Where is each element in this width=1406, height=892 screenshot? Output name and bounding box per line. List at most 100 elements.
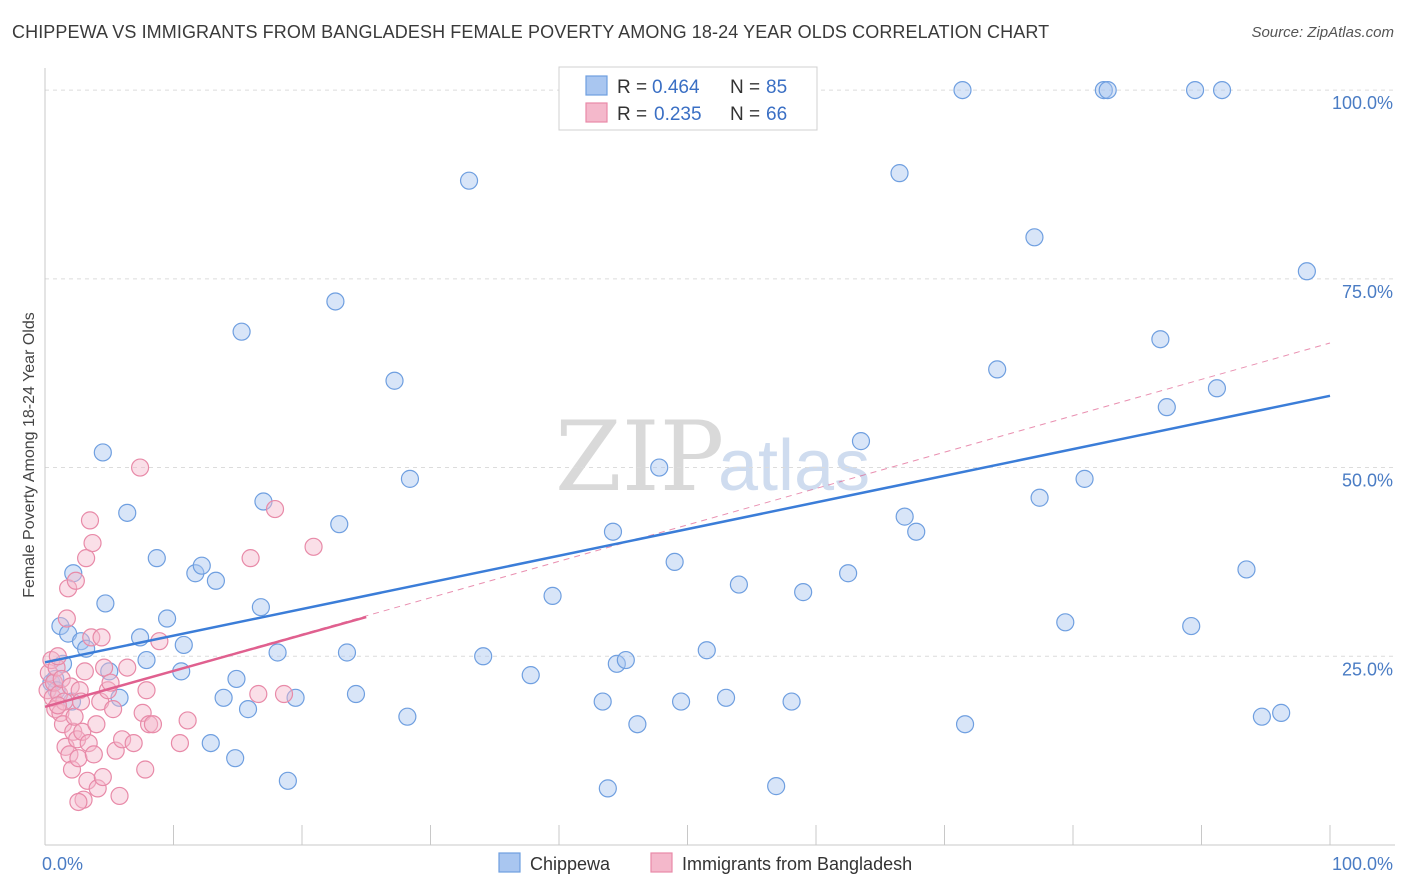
- chippewa-point: [474, 647, 493, 666]
- chippewa-point: [1207, 379, 1227, 398]
- chippewa-point: [616, 650, 635, 670]
- axes: [44, 68, 1395, 846]
- chippewa-point: [192, 556, 211, 575]
- bangladesh-point: [83, 533, 102, 553]
- legend-n-label-2: N =: [730, 104, 760, 125]
- legend-r-value-2: 0.235: [654, 104, 702, 125]
- legend-r-label-1: R =: [617, 77, 647, 98]
- chippewa-point: [650, 458, 669, 477]
- chippewa-point: [598, 779, 617, 798]
- chippewa-point: [1185, 80, 1205, 100]
- bangladesh-point: [48, 647, 67, 666]
- chippewa-point: [400, 469, 420, 488]
- chippewa-point: [385, 371, 404, 390]
- chippewa-point: [1025, 228, 1044, 247]
- y-tick-label: 50.0%: [1342, 471, 1393, 491]
- chippewa-point: [286, 688, 305, 707]
- chippewa-point: [459, 171, 479, 190]
- chippewa-point: [988, 360, 1007, 379]
- legend-swatch-bangladesh: [585, 102, 608, 123]
- chippewa-point: [1272, 703, 1291, 722]
- legend-swatch-chippewa: [585, 75, 608, 96]
- chippewa-point: [1151, 330, 1170, 349]
- bangladesh-point: [69, 749, 88, 768]
- x-tick-label-0: 0.0%: [42, 854, 83, 874]
- bangladesh-point: [304, 537, 323, 556]
- bangladesh-point: [73, 722, 92, 741]
- chippewa-point: [346, 684, 366, 704]
- chippewa-point: [729, 575, 749, 594]
- bangladesh-point: [87, 715, 106, 734]
- chippewa-point: [890, 164, 909, 183]
- chippewa-point: [851, 432, 871, 451]
- bangladesh-point: [139, 715, 159, 734]
- chippewa-point: [1212, 80, 1232, 100]
- bangladesh-point: [75, 662, 94, 681]
- bangladesh-point: [118, 658, 137, 677]
- bangladesh-point: [265, 499, 285, 519]
- legend-n-value-1: 85: [766, 77, 787, 98]
- chippewa-point: [206, 571, 226, 590]
- bangladesh-point: [57, 609, 76, 628]
- chippewa-trend-line: [44, 394, 1331, 664]
- grid-lines: [45, 89, 1395, 657]
- chippewa-point: [955, 715, 975, 734]
- chippewa-point: [278, 771, 297, 790]
- chippewa-point: [337, 643, 357, 662]
- chippewa-point: [186, 564, 205, 583]
- bangladesh-point: [241, 549, 260, 568]
- legend-box: R = 0.464 N = 85 R = 0.235 N = 66: [558, 66, 818, 131]
- y-tick-labels: 25.0% 50.0% 75.0% 100.0%: [1332, 93, 1393, 679]
- bangladesh-point: [178, 711, 197, 730]
- bangladesh-point: [60, 745, 79, 764]
- bangladesh-point: [61, 677, 80, 696]
- legend-r-label-2: R =: [617, 104, 647, 125]
- chippewa-point: [118, 503, 137, 522]
- bangladesh-point: [249, 684, 268, 704]
- bangladesh-point: [95, 658, 114, 677]
- chippewa-point: [697, 641, 716, 660]
- bottom-legend-swatch-chippewa: [498, 852, 521, 873]
- chippewa-point: [767, 777, 786, 796]
- chippewa-point: [839, 564, 858, 583]
- chippewa-point: [226, 749, 245, 768]
- chippewa-point: [137, 650, 156, 670]
- bangladesh-trend-line: [44, 615, 367, 709]
- chippewa-point: [147, 549, 166, 568]
- bangladesh-point: [137, 681, 156, 700]
- x-tick-label-100: 100.0%: [1332, 854, 1393, 874]
- bangladesh-point: [104, 700, 123, 719]
- chippewa-point: [1094, 80, 1113, 100]
- y-tick-label: 75.0%: [1342, 282, 1393, 302]
- chippewa-point: [1252, 707, 1271, 726]
- bangladesh-point: [69, 792, 88, 812]
- bangladesh-point: [66, 571, 85, 590]
- chart-title: CHIPPEWA VS IMMIGRANTS FROM BANGLADESH F…: [12, 22, 1050, 42]
- chippewa-point: [268, 643, 287, 662]
- bangladesh-point: [170, 733, 190, 753]
- chippewa-point: [1297, 262, 1316, 281]
- watermark-zip: ZIP: [555, 401, 724, 513]
- legend-n-value-2: 66: [766, 104, 787, 125]
- chippewa-point: [174, 635, 193, 655]
- bottom-legend: Chippewa Immigrants from Bangladesh: [498, 852, 912, 874]
- bangladesh-point: [79, 733, 98, 753]
- chippewa-point: [214, 688, 233, 707]
- chippewa-point: [51, 616, 70, 636]
- series-bangladesh: [38, 458, 323, 812]
- bangladesh-point: [133, 703, 152, 722]
- bangladesh-point: [150, 632, 169, 651]
- chippewa-point: [671, 692, 691, 711]
- bangladesh-point: [93, 767, 112, 787]
- chippewa-point: [1182, 616, 1201, 636]
- chippewa-point: [907, 522, 926, 541]
- bangladesh-point: [110, 786, 129, 806]
- bangladesh-point: [124, 733, 143, 753]
- bangladesh-point: [84, 745, 103, 764]
- chart-source: Source: ZipAtlas.com: [1251, 24, 1394, 41]
- chippewa-point: [665, 552, 684, 572]
- chippewa-point: [251, 598, 270, 617]
- chippewa-point: [1157, 398, 1176, 417]
- chippewa-point: [782, 692, 801, 711]
- chippewa-point: [232, 322, 251, 341]
